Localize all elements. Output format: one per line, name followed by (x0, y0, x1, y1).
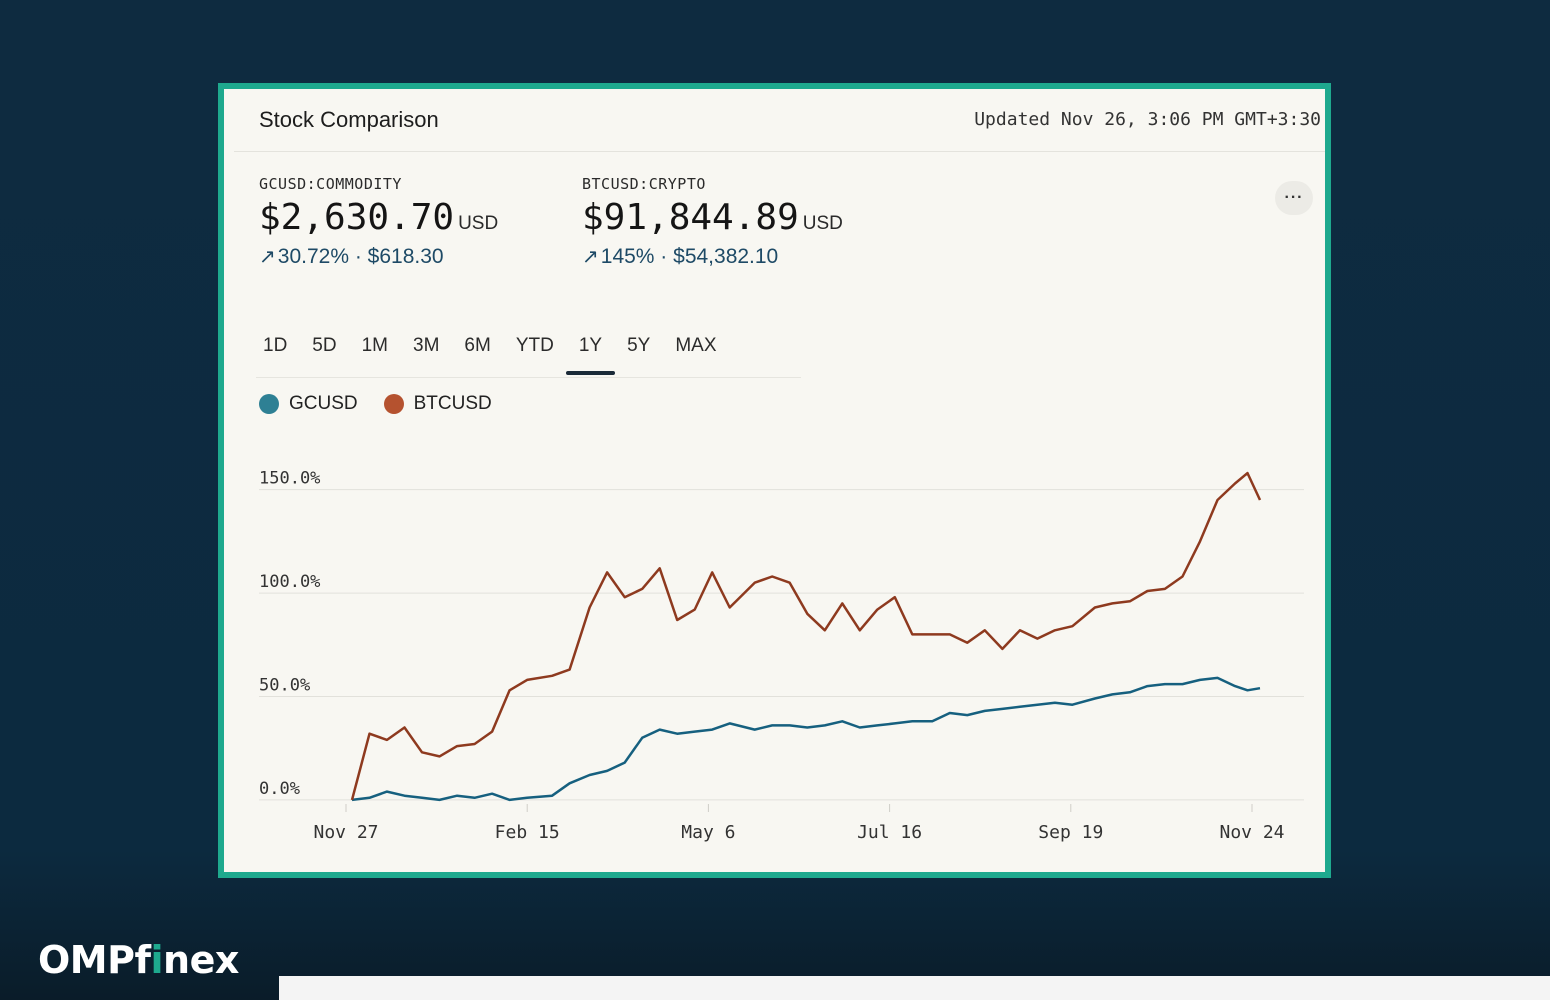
range-tab-max[interactable]: MAX (675, 335, 717, 356)
range-tab-1d[interactable]: 1D (263, 335, 288, 356)
header-divider (234, 151, 1325, 152)
series-line-btcusd (350, 471, 1262, 801)
ticker-change: ↗145% · $54,382.10 (582, 244, 843, 269)
legend-label: GCUSD (289, 393, 358, 414)
range-tab-ytd[interactable]: YTD (515, 335, 554, 356)
y-tick-label: 100.0% (259, 572, 320, 592)
range-tab-3m[interactable]: 3M (413, 335, 440, 356)
ticker-symbol: BTCUSD:CRYPTO (582, 175, 706, 193)
y-tick-label: 0.0% (259, 779, 300, 799)
brand-logo: OMPfinex (38, 938, 239, 982)
legend-item-btcusd[interactable]: BTCUSD (383, 393, 492, 415)
range-tab-1y[interactable]: 1Y (565, 329, 616, 375)
ticker-gcusd: GCUSD:COMMODITY $2,630.70 USD ↗30.72% · $… (259, 175, 498, 269)
x-tick-label: Nov 24 (1219, 822, 1284, 843)
time-range-tabs: 1D 5D 1M 3M 6M YTD 1Y 5Y MAX (256, 329, 735, 375)
x-tick-label: Nov 27 (313, 822, 378, 843)
x-tick-label: Sep 19 (1038, 822, 1103, 843)
x-tick-label: Feb 15 (495, 822, 560, 843)
ticker-price: $2,630.70 USD (259, 197, 498, 238)
price-currency: USD (458, 213, 499, 234)
bottom-bar (279, 976, 1550, 1000)
ticker-price: $91,844.89 USD (582, 197, 843, 238)
change-value: 145% · $54,382.10 (600, 245, 779, 268)
legend-dot-gcusd (259, 394, 279, 414)
series-line-gcusd (351, 676, 1261, 802)
chart-legend: GCUSD BTCUSD (259, 393, 518, 415)
range-tab-1m[interactable]: 1M (361, 335, 388, 356)
ticker-change: ↗30.72% · $618.30 (259, 244, 498, 269)
change-value: 30.72% · $618.30 (277, 245, 444, 268)
legend-label: BTCUSD (413, 393, 492, 414)
legend-item-gcusd[interactable]: GCUSD (259, 393, 358, 415)
y-tick-label: 50.0% (259, 675, 310, 695)
y-tick-label: 150.0% (259, 469, 320, 489)
price-amount: $2,630.70 (259, 197, 455, 238)
ticker-symbol: GCUSD:COMMODITY (259, 175, 402, 193)
price-amount: $91,844.89 (582, 197, 799, 238)
more-options-button[interactable]: ··· (1275, 181, 1313, 215)
price-currency: USD (802, 213, 843, 234)
stock-comparison-card: Stock Comparison Updated Nov 26, 3:06 PM… (218, 83, 1331, 878)
range-tabs-divider (256, 377, 801, 378)
card-title: Stock Comparison (259, 107, 439, 132)
comparison-line-chart: 0.0% 50.0% 100.0% 150.0% Nov 27 Feb 15 May 6 Ju… (259, 469, 1304, 843)
updated-timestamp: Updated Nov 26, 3:06 PM GMT+3:30 (974, 109, 1321, 130)
x-tick-label: Jul 16 (857, 822, 922, 843)
arrow-up-right-icon: ↗ (582, 246, 599, 268)
x-tick-label: May 6 (681, 822, 735, 843)
range-tab-5y[interactable]: 5Y (627, 335, 651, 356)
legend-dot-btcusd (383, 394, 404, 414)
range-tab-5d[interactable]: 5D (312, 335, 337, 356)
arrow-up-right-icon: ↗ (259, 246, 276, 268)
range-tab-6m[interactable]: 6M (464, 335, 491, 356)
ticker-btcusd: BTCUSD:CRYPTO $91,844.89 USD ↗145% · $54,… (582, 175, 843, 269)
